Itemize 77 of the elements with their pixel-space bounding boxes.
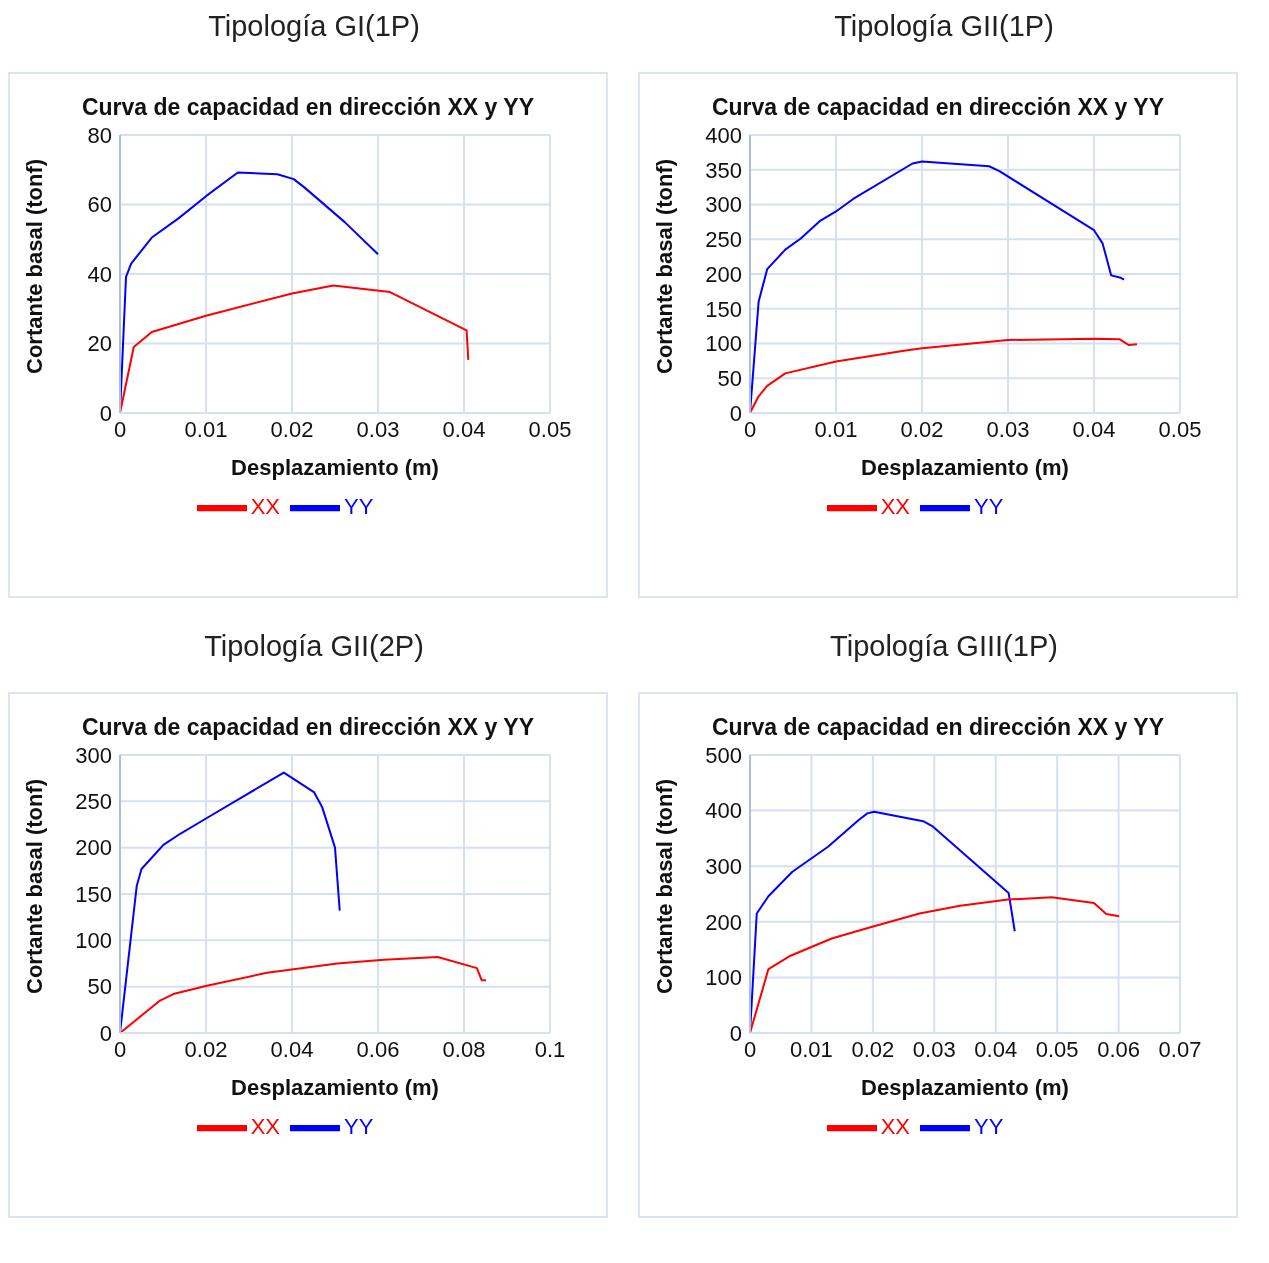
x-tick-label: 0.05 xyxy=(1158,416,1202,442)
y-tick-label: 20 xyxy=(87,331,112,357)
y-tick-label: 150 xyxy=(705,296,742,322)
legend-label: YY xyxy=(974,493,1004,519)
legend-label: YY xyxy=(344,493,374,519)
legend-label: XX xyxy=(250,1113,280,1139)
y-tick-label: 250 xyxy=(705,227,742,253)
x-axis-title: Desplazamiento (m) xyxy=(231,455,439,480)
x-tick-label: 0.04 xyxy=(270,1036,314,1062)
legend-label: YY xyxy=(344,1113,374,1139)
line-series xyxy=(120,284,470,413)
chart-subtitle: Tipología GII(1P) xyxy=(833,9,1055,44)
y-tick-label: 100 xyxy=(705,331,742,357)
y-tick-label: 150 xyxy=(75,881,112,907)
x-tick-label: 0.01 xyxy=(184,416,228,442)
y-axis-title: Cortante basal (tonf) xyxy=(651,778,677,994)
y-axis-title: Cortante basal (tonf) xyxy=(651,158,677,374)
line-series xyxy=(750,337,1138,413)
x-tick-label: 0.02 xyxy=(184,1036,228,1062)
y-tick-label: 350 xyxy=(705,157,742,183)
y-tick-label: 100 xyxy=(705,965,742,991)
y-tick-label: 400 xyxy=(705,798,742,824)
y-tick-label: 250 xyxy=(75,789,112,815)
y-tick-label: 0 xyxy=(99,1020,112,1046)
x-tick-label: 0.02 xyxy=(900,416,944,442)
y-tick-label: 300 xyxy=(705,854,742,880)
y-axis-title: Cortante basal (tonf) xyxy=(21,778,47,994)
x-tick-label: 0.03 xyxy=(356,416,400,442)
y-tick-label: 0 xyxy=(729,1020,742,1046)
chart-title: Curva de capacidad en dirección XX y YY xyxy=(710,93,1166,122)
x-tick-label: 0.08 xyxy=(442,1036,486,1062)
y-tick-label: 300 xyxy=(75,742,112,768)
x-axis-title: Desplazamiento (m) xyxy=(861,1075,1069,1100)
legend-label: XX xyxy=(880,1113,910,1139)
x-tick-label: 0.07 xyxy=(1158,1036,1202,1062)
y-tick-label: 50 xyxy=(87,974,112,1000)
y-tick-label: 0 xyxy=(99,400,112,426)
x-tick-label: 0.03 xyxy=(986,416,1030,442)
y-tick-label: 200 xyxy=(705,261,742,287)
y-tick-label: 500 xyxy=(705,742,742,768)
y-tick-label: 0 xyxy=(729,400,742,426)
y-tick-label: 400 xyxy=(705,122,742,148)
x-tick-label: 0.01 xyxy=(790,1036,833,1062)
chart-subtitle: Tipología GII(2P) xyxy=(203,629,425,664)
chart-subtitle: Tipología GI(1P) xyxy=(207,9,421,44)
y-tick-label: 100 xyxy=(75,928,112,954)
x-tick-label: 0.05 xyxy=(1035,1036,1079,1062)
chart-title: Curva de capacidad en dirección XX y YY xyxy=(80,93,536,122)
y-tick-label: 200 xyxy=(75,835,112,861)
x-tick-label: 0.02 xyxy=(851,1036,895,1062)
x-tick-label: 0.05 xyxy=(528,416,572,442)
legend-label: XX xyxy=(880,493,910,519)
x-tick-label: 0.01 xyxy=(814,416,858,442)
y-tick-label: 60 xyxy=(87,192,112,218)
y-tick-label: 80 xyxy=(87,122,112,148)
chart-title: Curva de capacidad en dirección XX y YY xyxy=(710,713,1166,742)
line-series xyxy=(750,896,1121,1033)
y-axis-title: Cortante basal (tonf) xyxy=(21,158,47,374)
line-series xyxy=(120,956,487,1033)
x-tick-label: 0.1 xyxy=(534,1036,566,1062)
legend-label: YY xyxy=(974,1113,1004,1139)
legend-label: XX xyxy=(250,493,280,519)
x-tick-label: 0.04 xyxy=(1072,416,1116,442)
y-tick-label: 50 xyxy=(717,366,742,392)
y-tick-label: 200 xyxy=(705,909,742,935)
x-axis-title: Desplazamiento (m) xyxy=(231,1075,439,1100)
y-tick-label: 40 xyxy=(87,261,112,287)
chart-subtitle: Tipología GIII(1P) xyxy=(829,629,1059,664)
x-tick-label: 0.03 xyxy=(912,1036,956,1062)
y-tick-label: 300 xyxy=(705,192,742,218)
chart-title: Curva de capacidad en dirección XX y YY xyxy=(80,713,536,742)
x-tick-label: 0.06 xyxy=(1097,1036,1140,1062)
x-tick-label: 0.06 xyxy=(356,1036,400,1062)
x-tick-label: 0.04 xyxy=(442,416,486,442)
x-tick-label: 0.04 xyxy=(974,1036,1018,1062)
x-axis-title: Desplazamiento (m) xyxy=(861,455,1069,480)
x-tick-label: 0.02 xyxy=(270,416,314,442)
